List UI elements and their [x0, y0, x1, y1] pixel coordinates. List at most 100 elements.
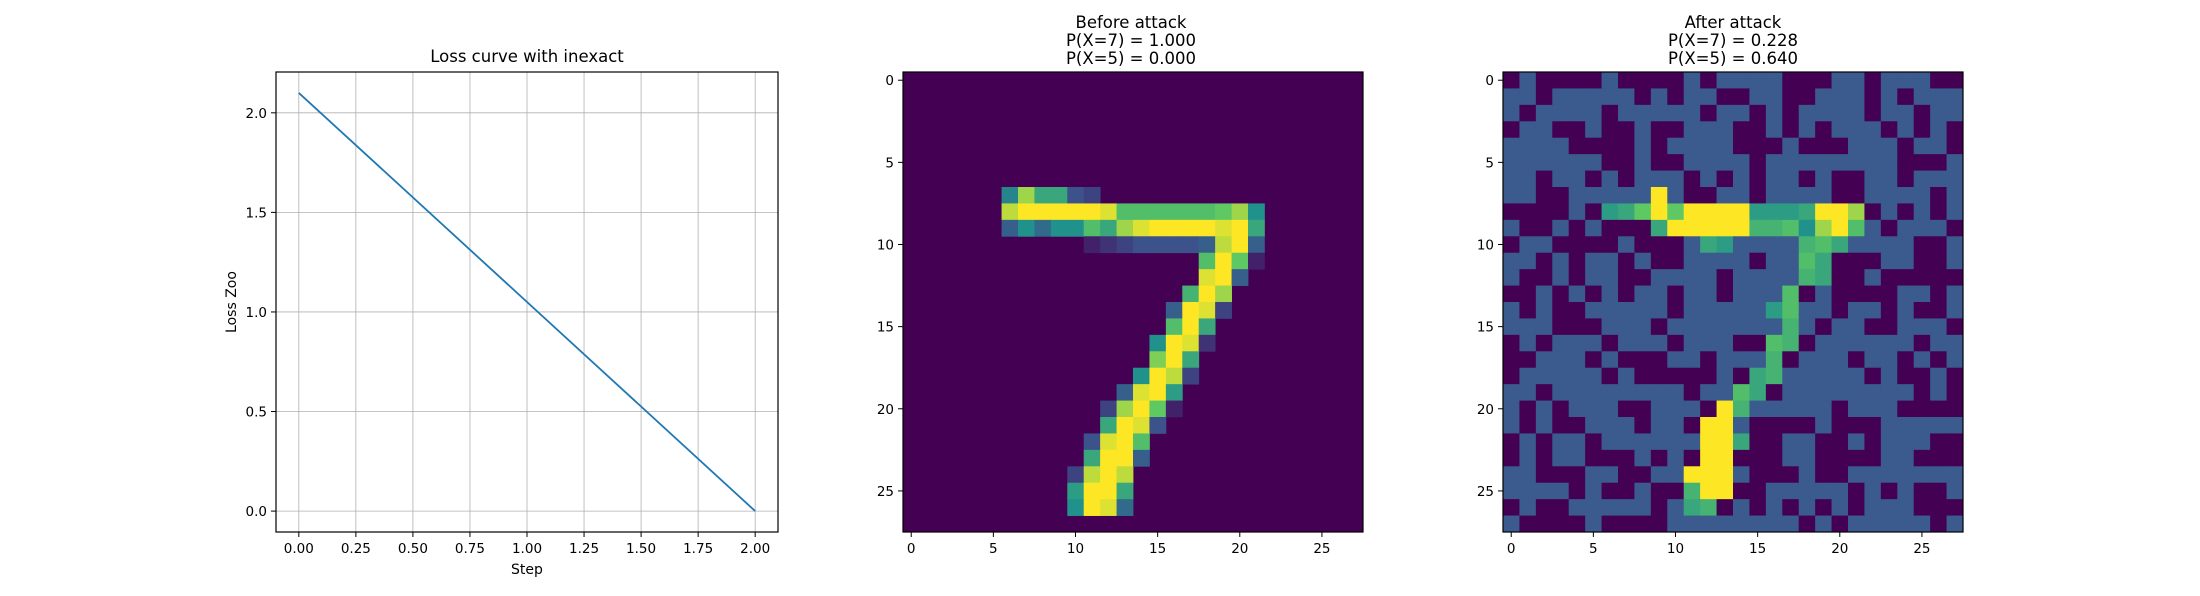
pixel-cell	[1815, 88, 1832, 106]
pixel-cell	[1535, 121, 1553, 139]
pixel-cell	[1568, 121, 1586, 139]
pixel-cell	[1552, 318, 1570, 336]
pixel-cell	[1700, 433, 1717, 451]
pixel-cell	[1182, 351, 1200, 369]
pixel-cell	[1585, 449, 1602, 467]
pixel-cell	[1864, 433, 1882, 451]
pixel-cell	[1864, 252, 1882, 270]
pixel-cell	[1618, 482, 1635, 500]
pixel-cell	[1634, 72, 1652, 89]
y-axis-label: Loss Zoo	[224, 271, 240, 333]
pixel-cell	[1733, 515, 1750, 533]
pixel-cell	[1749, 154, 1767, 171]
pixel-cell	[1798, 170, 1816, 188]
pixel-cell	[1100, 466, 1117, 484]
pixel-cell	[1585, 367, 1602, 385]
pixel-cell	[1182, 302, 1200, 319]
pixel-cell	[1716, 400, 1734, 418]
pixel-cell	[1683, 285, 1701, 303]
pixel-cell	[1667, 433, 1685, 451]
pixel-cell	[1864, 285, 1882, 303]
pixel-cell	[1519, 515, 1537, 533]
pixel-cell	[1618, 400, 1635, 418]
x-tick-label: 5	[1589, 541, 1598, 557]
pixel-cell	[1248, 236, 1265, 254]
pixel-cell	[1913, 417, 1931, 434]
pixel-cell	[1683, 252, 1701, 270]
pixel-cell	[1749, 285, 1767, 303]
pixel-cell	[1552, 482, 1570, 500]
pixel-cell	[1848, 219, 1865, 237]
pixel-cell	[1864, 515, 1882, 533]
pixel-cell	[1913, 367, 1931, 385]
pixel-cell	[1601, 187, 1619, 204]
pixel-cell	[1864, 384, 1882, 401]
pixel-cell	[1683, 203, 1701, 221]
pixel-cell	[1618, 334, 1635, 352]
pixel-cell	[1897, 170, 1915, 188]
pixel-cell	[1864, 88, 1882, 106]
pixel-cell	[1880, 417, 1898, 434]
pixel-cell	[1552, 433, 1570, 451]
pixel-cell	[1618, 121, 1635, 139]
pixel-cell	[1733, 285, 1750, 303]
pixel-cell	[1634, 302, 1652, 319]
pixel-cell	[1733, 302, 1750, 319]
pixel-cell	[1765, 121, 1783, 139]
x-tick-label: 0	[907, 541, 916, 557]
x-tick-label: 1.00	[512, 541, 542, 557]
pixel-cell	[1634, 318, 1652, 336]
pixel-cell	[1618, 351, 1635, 369]
pixel-cell	[1601, 236, 1619, 254]
pixel-cell	[1897, 466, 1915, 484]
pixel-cell	[1116, 417, 1134, 434]
pixel-cell	[1182, 203, 1200, 221]
pixel-cell	[1798, 466, 1816, 484]
pixel-cell	[1716, 203, 1734, 221]
y-tick-label: 0.5	[246, 405, 267, 421]
pixel-cell	[1700, 203, 1717, 221]
pixel-cell	[1683, 121, 1701, 139]
pixel-cell	[1700, 515, 1717, 533]
pixel-cell	[1864, 367, 1882, 385]
pixel-cell	[1749, 269, 1767, 286]
pixel-cell	[1946, 154, 1964, 171]
pixel-cell	[1503, 466, 1520, 484]
pixel-cell	[1683, 515, 1701, 533]
pixel-cell	[1848, 187, 1865, 204]
pixel-cell	[1815, 219, 1832, 237]
pixel-cell	[1733, 400, 1750, 418]
pixel-cell	[1683, 482, 1701, 500]
pixel-cell	[1050, 203, 1068, 221]
pixel-cell	[1913, 203, 1931, 221]
pixel-cell	[1897, 203, 1915, 221]
pixel-cell	[1913, 269, 1931, 286]
pixel-cell	[1880, 433, 1898, 451]
pixel-cell	[1848, 252, 1865, 270]
pixel-cell	[1716, 104, 1734, 122]
pixel-cell	[1552, 104, 1570, 122]
pixel-cell	[1913, 334, 1931, 352]
pixel-cell	[1782, 187, 1800, 204]
pixel-cell	[1667, 482, 1685, 500]
pixel-cell	[1552, 154, 1570, 171]
pixel-cell	[1568, 334, 1586, 352]
pixel-cell	[1716, 515, 1734, 533]
pixel-cell	[1585, 72, 1602, 89]
pixel-cell	[1100, 433, 1117, 451]
pixel-cell	[1897, 318, 1915, 336]
pixel-cell	[1568, 170, 1586, 188]
pixel-cell	[1880, 219, 1898, 237]
pixel-cell	[1880, 170, 1898, 188]
pixel-cell	[1535, 433, 1553, 451]
pixel-cell	[1667, 137, 1685, 155]
pixel-cell	[1519, 433, 1537, 451]
pixel-cell	[1749, 219, 1767, 237]
pixel-cell	[1831, 367, 1849, 385]
pixel-cell	[1215, 252, 1232, 270]
pixel-cell	[1683, 72, 1701, 89]
pixel-cell	[1618, 499, 1635, 516]
pixel-cell	[1650, 334, 1668, 352]
pixel-cell	[1733, 104, 1750, 122]
pixel-cell	[1831, 72, 1849, 89]
